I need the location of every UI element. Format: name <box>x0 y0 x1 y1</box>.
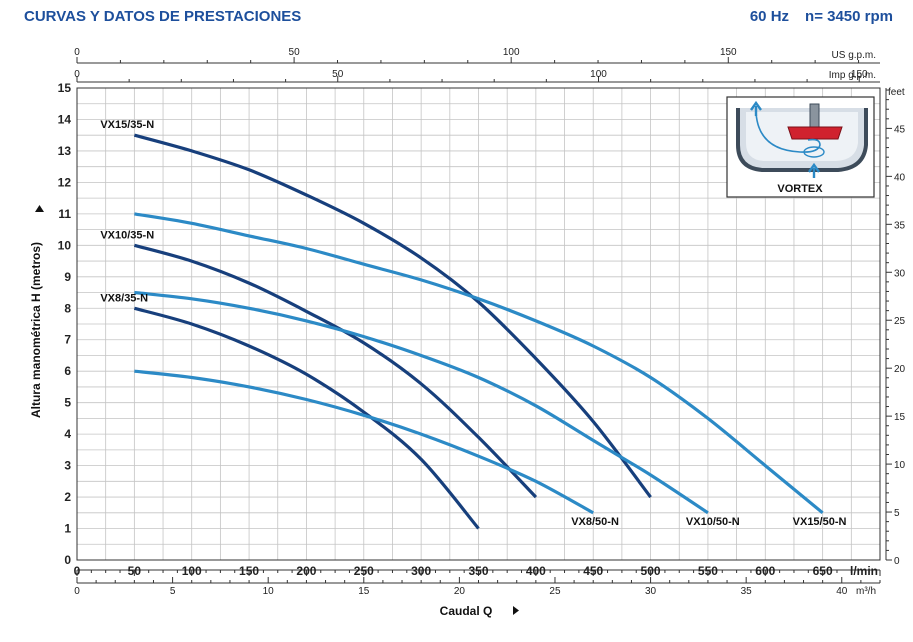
x-tick-label: 400 <box>526 564 546 578</box>
feet-tick-label: 5 <box>894 508 900 519</box>
m3h-tick-label: 30 <box>645 586 657 597</box>
usgpm-tick-label: 0 <box>74 47 80 58</box>
m3h-tick-label: 10 <box>263 586 275 597</box>
impgpm-tick-label: 0 <box>74 69 80 80</box>
vortex-swirl <box>803 146 825 158</box>
m3h-tick-label: 35 <box>741 586 753 597</box>
x-tick-label: 550 <box>698 564 718 578</box>
usgpm-tick-label: 150 <box>720 47 737 58</box>
vortex-label: VORTEX <box>777 183 823 195</box>
y-tick-label: 13 <box>58 144 72 158</box>
feet-unit-label: feet <box>888 87 905 98</box>
shaft <box>809 103 820 131</box>
y-tick-label: 11 <box>58 207 71 221</box>
flow-vortex-line <box>755 111 821 153</box>
feet-tick-label: 30 <box>894 268 906 279</box>
spec-block: 60 Hz n= 3450 rpm <box>734 8 893 25</box>
x-tick-label: 350 <box>468 564 488 578</box>
vortex-inset: VORTEX <box>726 96 875 198</box>
series-label-vx8-50-n: VX8/50-N <box>571 516 619 528</box>
chart-title: CURVAS Y DATOS DE PRESTACIONES <box>24 8 302 25</box>
inlet-arrow-icon <box>808 162 820 178</box>
m3h-tick-label: 5 <box>170 586 176 597</box>
m3h-tick-label: 40 <box>836 586 848 597</box>
feet-tick-label: 25 <box>894 316 906 327</box>
m3h-tick-label: 20 <box>454 586 466 597</box>
y-tick-label: 9 <box>64 270 71 284</box>
y-tick-label: 6 <box>64 364 71 378</box>
y-tick-label: 4 <box>64 427 71 441</box>
series-label-vx8-35-n: VX8/35-N <box>100 292 148 304</box>
x-axis-title: Caudal Q <box>440 604 493 618</box>
feet-tick-label: 45 <box>894 124 906 135</box>
m3h-tick-label: 0 <box>74 586 80 597</box>
curve-vx10-50-n <box>134 290 709 515</box>
feet-tick-label: 10 <box>894 460 906 471</box>
feet-tick-label: 15 <box>894 412 906 423</box>
x-tick-label: 600 <box>755 564 775 578</box>
outlet-arrow-icon <box>750 100 762 116</box>
frequency-label: 60 Hz <box>749 8 790 25</box>
x-tick-label: 450 <box>583 564 603 578</box>
x-tick-label: 150 <box>239 564 259 578</box>
series-label-vx10-50-n: VX10/50-N <box>686 516 740 528</box>
y-tick-label: 5 <box>64 396 71 410</box>
m3h-tick-label: 15 <box>358 586 370 597</box>
impgpm-unit-label: Imp g.p.m. <box>829 70 876 81</box>
plot-frame <box>76 87 881 561</box>
y-tick-label: 8 <box>64 301 71 315</box>
y-tick-label: 12 <box>58 175 72 189</box>
x-tick-label: 50 <box>128 564 142 578</box>
feet-tick-label: 0 <box>894 556 900 567</box>
y-tick-label: 15 <box>58 81 72 95</box>
series-labels: VX15/35-N VX10/35-N VX8/35-N VX15/50-N VX10/… <box>100 119 846 528</box>
m3h-unit-label: m³/h <box>856 586 876 597</box>
usgpm-tick-label: 100 <box>503 47 520 58</box>
x-tick-label: 300 <box>411 564 431 578</box>
x-tick-label: 250 <box>354 564 374 578</box>
y-tick-label: 0 <box>64 553 71 567</box>
series-label-vx15-50-n: VX15/50-N <box>793 516 847 528</box>
usgpm-tick-label: 50 <box>289 47 301 58</box>
x-tick-label: 200 <box>296 564 316 578</box>
y-axis-title: Altura manométrica H (metros) <box>29 242 43 418</box>
y-tick-label: 3 <box>64 459 71 473</box>
feet-tick-label: 40 <box>894 172 906 183</box>
x-tick-label: 500 <box>641 564 661 578</box>
y-tick-label: 1 <box>64 522 71 536</box>
usgpm-unit-label: US g.p.m. <box>832 50 876 61</box>
x-unit-label: l/min <box>850 564 878 578</box>
y-axis-arrow-icon <box>35 205 44 212</box>
x-tick-label: 0 <box>74 564 81 578</box>
curve-vx15-35-n <box>133 133 652 499</box>
feet-tick-label: 20 <box>894 364 906 375</box>
curves <box>133 133 824 530</box>
impgpm-tick-label: 50 <box>332 69 344 80</box>
y-tick-label: 7 <box>64 333 71 347</box>
impgpm-tick-label: 150 <box>851 69 868 80</box>
feet-tick-label: 35 <box>894 220 906 231</box>
series-label-vx15-35-n: VX15/35-N <box>100 119 154 131</box>
impgpm-tick-label: 100 <box>590 69 607 80</box>
y-tick-label: 14 <box>58 112 72 126</box>
impeller <box>787 126 843 140</box>
y-tick-label: 2 <box>64 490 71 504</box>
m3h-tick-label: 25 <box>549 586 561 597</box>
speed-label: n= 3450 rpm <box>805 8 893 25</box>
x-axis-arrow-icon <box>513 606 519 615</box>
series-label-vx10-35-n: VX10/35-N <box>100 229 154 241</box>
x-tick-label: 100 <box>182 564 202 578</box>
x-tick-label: 650 <box>813 564 833 578</box>
y-tick-label: 10 <box>58 238 72 252</box>
